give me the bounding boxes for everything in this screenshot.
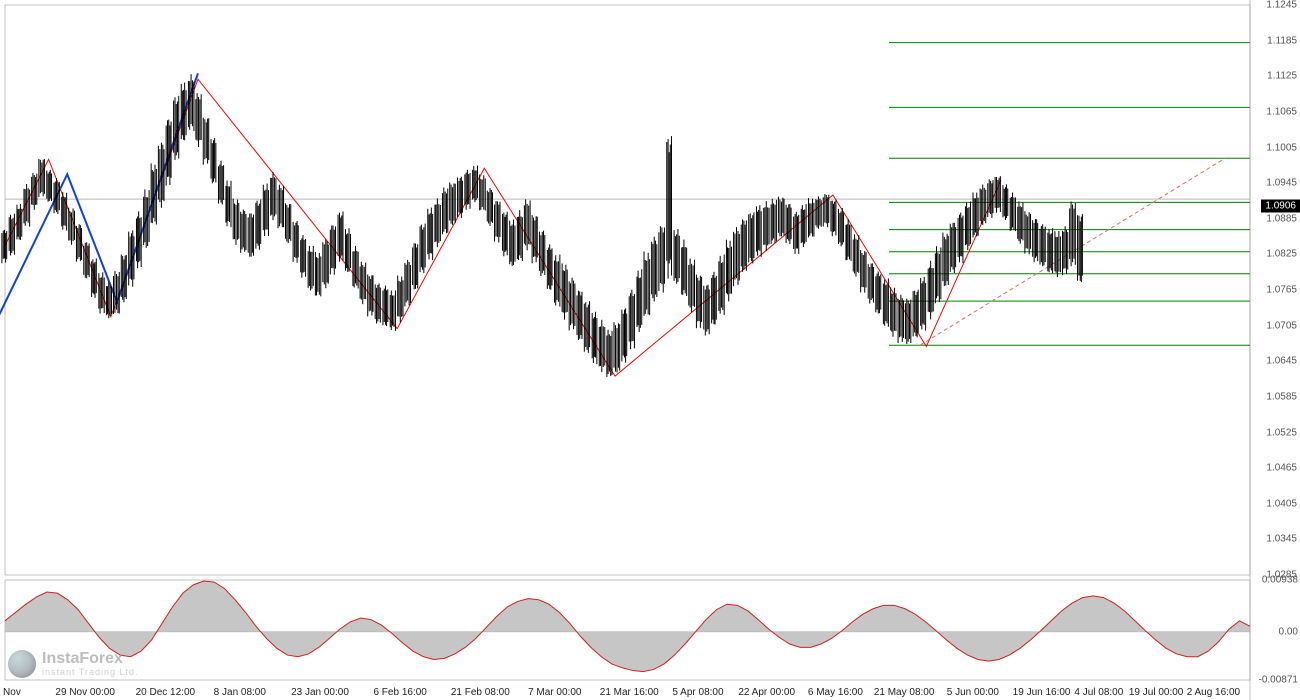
current-price-tag: 1.0906 (1261, 200, 1300, 213)
chart-container: 1.02851.03451.04051.04651.05251.05851.06… (0, 0, 1300, 700)
price-chart-svg (0, 0, 1300, 700)
current-price-value: 1.0906 (1265, 201, 1296, 212)
